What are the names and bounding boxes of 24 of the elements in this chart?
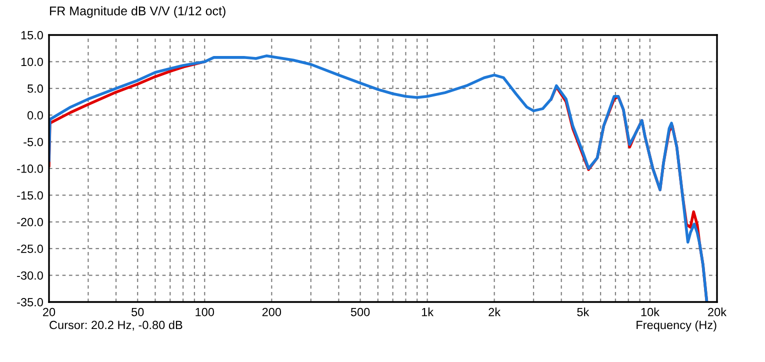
x-tick-label: 1k <box>422 308 434 316</box>
x-tick-label: 20k <box>708 308 727 316</box>
x-tick-label: 200 <box>262 308 282 316</box>
x-tick-label: 100 <box>196 308 214 316</box>
y-tick-label: -35.0 <box>17 298 43 306</box>
x-tick-label: 20 <box>43 308 56 316</box>
y-tick-label: -10.0 <box>17 164 43 173</box>
y-tick-label: -30.0 <box>17 271 43 280</box>
text: Cursor: 20.2 Hz, -0.80 dB <box>50 320 182 331</box>
x-tick-label: 10k <box>641 308 660 316</box>
x-tick-label: 2k <box>488 308 501 316</box>
y-tick-label: 5.0 <box>28 84 43 93</box>
y-tick-label: 10.0 <box>21 58 43 66</box>
y-tick-label: -25.0 <box>17 244 43 253</box>
chart-title: FR Magnitude dB V/V (1/12 oct) <box>50 6 226 18</box>
x-axis-title: Frequency (Hz) <box>636 320 716 332</box>
x-tick-label: 5k <box>577 308 590 316</box>
y-tick-label: 15.0 <box>21 31 43 40</box>
y-tick-label: -15.0 <box>17 191 43 200</box>
x-tick-label: 500 <box>350 308 370 316</box>
y-tick-label: -20.0 <box>17 218 43 226</box>
y-tick-label: 0.0 <box>27 111 43 120</box>
x-tick-label: 50 <box>132 308 144 316</box>
y-tick-label: -5.0 <box>24 138 43 146</box>
